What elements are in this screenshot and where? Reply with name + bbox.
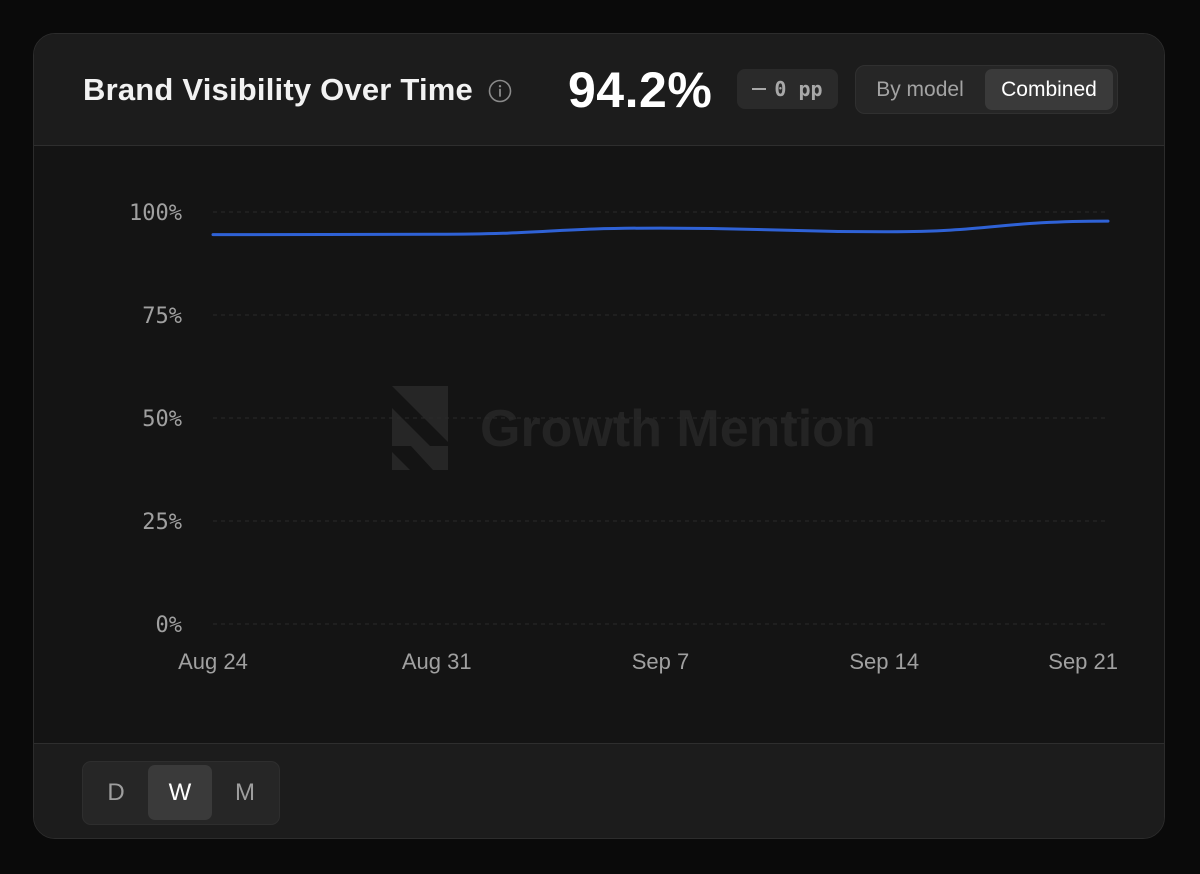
- x-tick-label: Sep 7: [632, 649, 690, 674]
- card-footer: D W M: [34, 743, 1164, 838]
- x-tick-label: Sep 14: [849, 649, 919, 674]
- period-month-button[interactable]: M: [235, 778, 255, 806]
- y-axis: 0% 25% 50% 75% 100%: [129, 201, 182, 638]
- info-circle-icon[interactable]: [488, 79, 512, 103]
- visibility-value: 94.2%: [568, 62, 713, 118]
- x-axis: Aug 24 Aug 31 Sep 7 Sep 14 Sep 21: [178, 649, 1118, 674]
- delta-badge: 0 pp: [737, 69, 838, 109]
- y-tick-label: 25%: [142, 510, 182, 535]
- view-toggle: By model Combined: [855, 65, 1118, 114]
- card-title: Brand Visibility Over Time: [83, 72, 473, 107]
- line-chart: Growth Mention 0%25%50%75%100% Aug 24 Aug…: [129, 201, 1118, 674]
- y-tick-label: 0%: [156, 613, 183, 638]
- growth-mention-logo-icon: [392, 386, 448, 470]
- visibility-card: Brand Visibility Over Time 94.2% 0 pp By…: [33, 33, 1165, 839]
- chart-area: Growth Mention 0% 25% 50% 75% 100% Aug 24 Aug…: [34, 146, 1164, 743]
- x-tick-label: Aug 31: [402, 649, 472, 674]
- y-tick-label: 75%: [142, 304, 182, 329]
- x-tick-label: Sep 21: [1048, 649, 1118, 674]
- watermark: Growth Mention: [392, 386, 876, 470]
- minus-icon: [752, 88, 767, 90]
- x-tick-label: Aug 24: [178, 649, 248, 674]
- card-header: Brand Visibility Over Time 94.2% 0 pp By…: [34, 34, 1164, 146]
- delta-value: 0 pp: [774, 77, 823, 101]
- period-day-button[interactable]: D: [107, 778, 125, 806]
- series: [211, 219, 1110, 237]
- y-tick-label: 100%: [129, 201, 182, 226]
- combined-button[interactable]: Combined: [985, 69, 1113, 110]
- period-week-button[interactable]: W: [148, 765, 212, 820]
- y-tick-label: 50%: [142, 407, 182, 432]
- watermark-text: Growth Mention: [480, 400, 876, 458]
- by-model-button[interactable]: By model: [876, 77, 964, 101]
- series-line: [211, 219, 1110, 237]
- grid-lines: [213, 211, 1108, 625]
- period-selector: D W M: [82, 761, 280, 825]
